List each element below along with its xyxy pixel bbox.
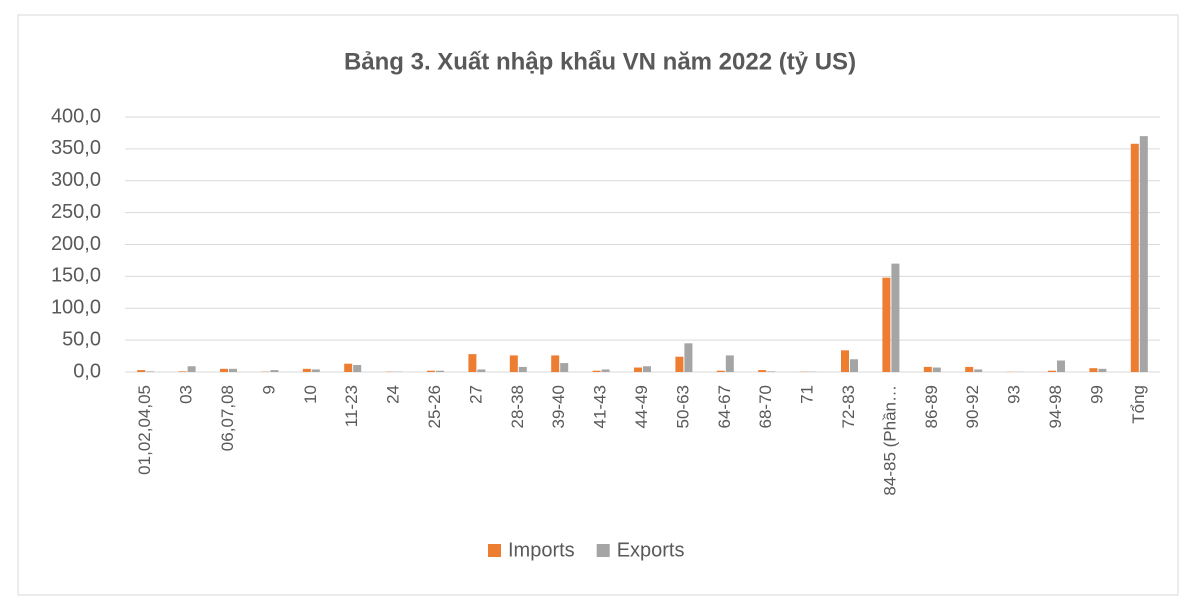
bar: [684, 343, 693, 372]
bar: [1139, 136, 1148, 372]
chart-title: Bảng 3. Xuất nhập khẩu VN năm 2022 (tỷ U…: [344, 48, 856, 75]
x-tick-label: 64-67: [715, 385, 734, 428]
bar: [560, 363, 569, 372]
bar: [923, 366, 932, 372]
bar: [353, 364, 362, 372]
x-tick-label: 39-40: [549, 385, 568, 428]
bar: [1089, 368, 1098, 372]
bar: [468, 354, 477, 372]
bar: [137, 370, 146, 372]
bar: [477, 369, 486, 372]
bar: [891, 263, 900, 372]
bar: [229, 368, 237, 372]
bar: [311, 369, 320, 372]
y-tick-label: 200,0: [51, 233, 101, 255]
x-tick-label: 99: [1087, 385, 1106, 404]
bar: [841, 350, 849, 372]
x-tick-label: 50-63: [673, 385, 692, 428]
bar: [270, 370, 279, 372]
bar: [427, 370, 435, 372]
x-tick-label: 94-98: [1046, 385, 1065, 428]
bar: [146, 371, 155, 372]
x-tick-label: 86-89: [922, 385, 941, 428]
bar: [1130, 143, 1139, 372]
y-tick-label: 250,0: [51, 201, 101, 223]
legend-swatch: [596, 544, 610, 557]
bar: [716, 370, 725, 372]
y-tick-label: 350,0: [51, 137, 101, 159]
y-tick-label: 400,0: [51, 105, 101, 127]
x-tick-label: 24: [384, 385, 403, 404]
chart-border: [17, 14, 1179, 596]
legend-label: Exports: [617, 539, 685, 561]
bar: [882, 277, 891, 372]
bar: [302, 368, 311, 372]
bar: [850, 359, 858, 372]
bar: [725, 355, 734, 372]
bar: [767, 371, 776, 372]
bar: [436, 370, 444, 372]
y-tick-label: 150,0: [51, 265, 101, 287]
legend-swatch: [488, 544, 501, 557]
x-tick-label: 68-70: [756, 385, 775, 428]
y-tick-label: 300,0: [51, 169, 101, 191]
bar: [509, 355, 518, 372]
bar: [1098, 368, 1107, 372]
bar: [551, 355, 560, 372]
bar: [601, 369, 610, 372]
bar: [178, 371, 187, 372]
x-tick-label: 71: [798, 385, 817, 404]
bar: [758, 370, 767, 372]
x-tick-label: 10: [301, 385, 320, 404]
bar: [220, 368, 228, 372]
bar: [634, 367, 642, 372]
bar: [1048, 370, 1056, 372]
bar: [1057, 360, 1065, 372]
x-tick-label: 01,02,04,05: [135, 385, 154, 475]
x-tick-label: 9: [259, 385, 278, 394]
y-tick-label: 50,0: [62, 328, 101, 350]
x-tick-label: 03: [177, 385, 196, 404]
bar: [592, 370, 601, 372]
x-tick-label: 06,07,08: [218, 385, 237, 451]
bar: [344, 363, 353, 372]
y-tick-label: 0,0: [73, 360, 101, 382]
y-tick-label: 100,0: [51, 297, 101, 319]
legend-label: Imports: [508, 539, 575, 561]
bar: [675, 356, 684, 372]
x-tick-label: 84-85 (Phần…: [880, 385, 899, 496]
x-tick-label: 11-23: [342, 385, 361, 427]
bar: [187, 366, 196, 372]
x-tick-label: 25-26: [425, 385, 444, 428]
bar: [965, 366, 974, 372]
x-tick-label: 44-49: [632, 385, 651, 428]
x-tick-label: Tổng: [1129, 385, 1148, 424]
x-tick-label: 72-83: [839, 385, 858, 428]
bar: [518, 366, 527, 372]
bar: [974, 369, 983, 372]
x-tick-label: 93: [1005, 385, 1024, 404]
x-tick-label: 90-92: [963, 385, 982, 428]
x-tick-label: 41-43: [591, 385, 610, 428]
x-tick-label: 28-38: [508, 385, 527, 428]
bar: [932, 367, 941, 372]
bar: [643, 366, 651, 372]
x-tick-label: 27: [466, 385, 485, 404]
